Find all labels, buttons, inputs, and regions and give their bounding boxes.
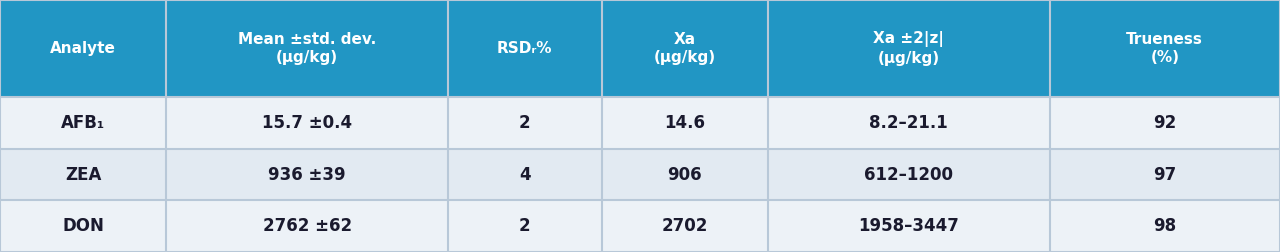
Text: 906: 906 — [667, 166, 703, 183]
Bar — [1050, 97, 1280, 149]
Text: Xa
(µg/kg): Xa (µg/kg) — [654, 32, 716, 65]
Text: 1958–3447: 1958–3447 — [859, 217, 959, 235]
Text: 97: 97 — [1153, 166, 1176, 183]
Bar — [0, 200, 166, 252]
Text: AFB₁: AFB₁ — [61, 114, 105, 132]
Text: 2: 2 — [518, 217, 531, 235]
Text: 8.2–21.1: 8.2–21.1 — [869, 114, 948, 132]
Bar — [448, 0, 602, 97]
Bar — [448, 200, 602, 252]
Text: DON: DON — [63, 217, 104, 235]
Text: 2762 ±62: 2762 ±62 — [262, 217, 352, 235]
Text: Analyte: Analyte — [50, 41, 116, 56]
Text: 15.7 ±0.4: 15.7 ±0.4 — [262, 114, 352, 132]
Bar — [166, 0, 448, 97]
Bar — [0, 149, 166, 200]
Bar — [768, 200, 1050, 252]
Text: Trueness
(%): Trueness (%) — [1126, 32, 1203, 65]
Bar — [1050, 200, 1280, 252]
Bar — [768, 149, 1050, 200]
Bar — [602, 149, 768, 200]
Bar — [602, 0, 768, 97]
Bar — [0, 97, 166, 149]
Bar — [768, 97, 1050, 149]
Text: Mean ±std. dev.
(µg/kg): Mean ±std. dev. (µg/kg) — [238, 32, 376, 65]
Bar — [166, 200, 448, 252]
Text: ZEA: ZEA — [65, 166, 101, 183]
Bar — [1050, 149, 1280, 200]
Bar — [166, 149, 448, 200]
Text: 2: 2 — [518, 114, 531, 132]
Bar — [1050, 0, 1280, 97]
Bar — [0, 0, 166, 97]
Bar — [448, 149, 602, 200]
Text: RSDᵣ%: RSDᵣ% — [497, 41, 553, 56]
Text: Xa ±2|z|
(µg/kg): Xa ±2|z| (µg/kg) — [873, 31, 945, 66]
Text: 612–1200: 612–1200 — [864, 166, 954, 183]
Text: 14.6: 14.6 — [664, 114, 705, 132]
Bar — [768, 0, 1050, 97]
Text: 92: 92 — [1153, 114, 1176, 132]
Text: 4: 4 — [518, 166, 531, 183]
Text: 98: 98 — [1153, 217, 1176, 235]
Bar — [166, 97, 448, 149]
Bar — [448, 97, 602, 149]
Text: 2702: 2702 — [662, 217, 708, 235]
Text: 936 ±39: 936 ±39 — [269, 166, 346, 183]
Bar — [602, 200, 768, 252]
Bar — [602, 97, 768, 149]
